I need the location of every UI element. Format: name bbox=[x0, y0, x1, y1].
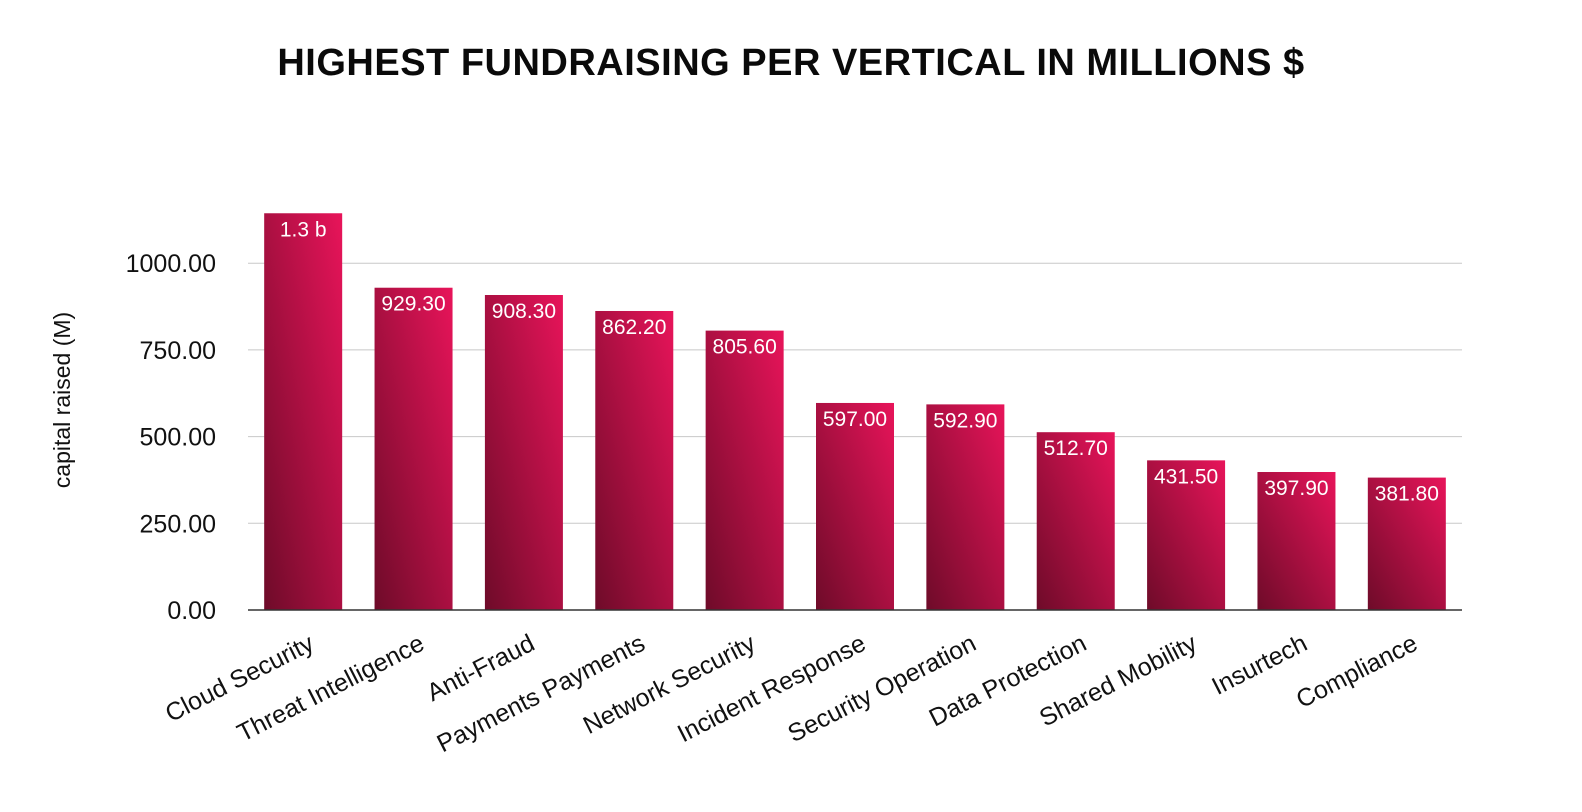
data-label: 431.50 bbox=[1154, 465, 1218, 488]
y-axis-title: capital raised (M) bbox=[49, 312, 75, 488]
data-label: 1.3 b bbox=[280, 218, 327, 241]
data-label: 381.80 bbox=[1375, 483, 1439, 506]
bar bbox=[374, 287, 453, 610]
data-label: 862.20 bbox=[602, 316, 666, 339]
y-tick-label: 250.00 bbox=[140, 510, 216, 538]
bar bbox=[264, 213, 343, 610]
data-label: 805.60 bbox=[713, 336, 777, 359]
category-label: Incident Response bbox=[673, 629, 870, 748]
data-label: 597.00 bbox=[823, 408, 887, 431]
category-label: Threat Intelligence bbox=[233, 629, 429, 747]
data-label: 512.70 bbox=[1044, 437, 1108, 460]
category-label: Security Operation bbox=[783, 629, 980, 748]
y-tick-label: 500.00 bbox=[140, 424, 216, 452]
y-axis-ticks: 0.00 250.00 500.00 750.00 1000.00 bbox=[126, 250, 216, 625]
data-label: 908.30 bbox=[492, 300, 556, 323]
bar bbox=[595, 310, 674, 610]
bar bbox=[926, 404, 1005, 610]
data-labels: 1.3 b 929.30 908.30 862.20 805.60 597.00 592.9… bbox=[280, 218, 1439, 505]
bar bbox=[484, 295, 563, 610]
bar bbox=[816, 402, 894, 610]
bar bbox=[1036, 432, 1115, 610]
data-label: 929.30 bbox=[381, 293, 445, 316]
y-tick-label: 1000.00 bbox=[126, 250, 216, 278]
bar bbox=[1257, 472, 1336, 610]
data-label: 397.90 bbox=[1264, 477, 1328, 500]
bars bbox=[264, 213, 1446, 610]
data-label: 592.90 bbox=[933, 409, 997, 432]
bar bbox=[1147, 460, 1226, 610]
category-label: Compliance bbox=[1292, 629, 1422, 714]
category-label: Payments Payments bbox=[433, 629, 650, 758]
y-tick-label: 0.00 bbox=[167, 597, 216, 625]
y-tick-label: 750.00 bbox=[140, 337, 216, 365]
chart-title: HIGHEST FUNDRAISING PER VERTICAL IN MILL… bbox=[277, 42, 1305, 84]
bar bbox=[1367, 477, 1446, 610]
bar bbox=[705, 330, 784, 610]
